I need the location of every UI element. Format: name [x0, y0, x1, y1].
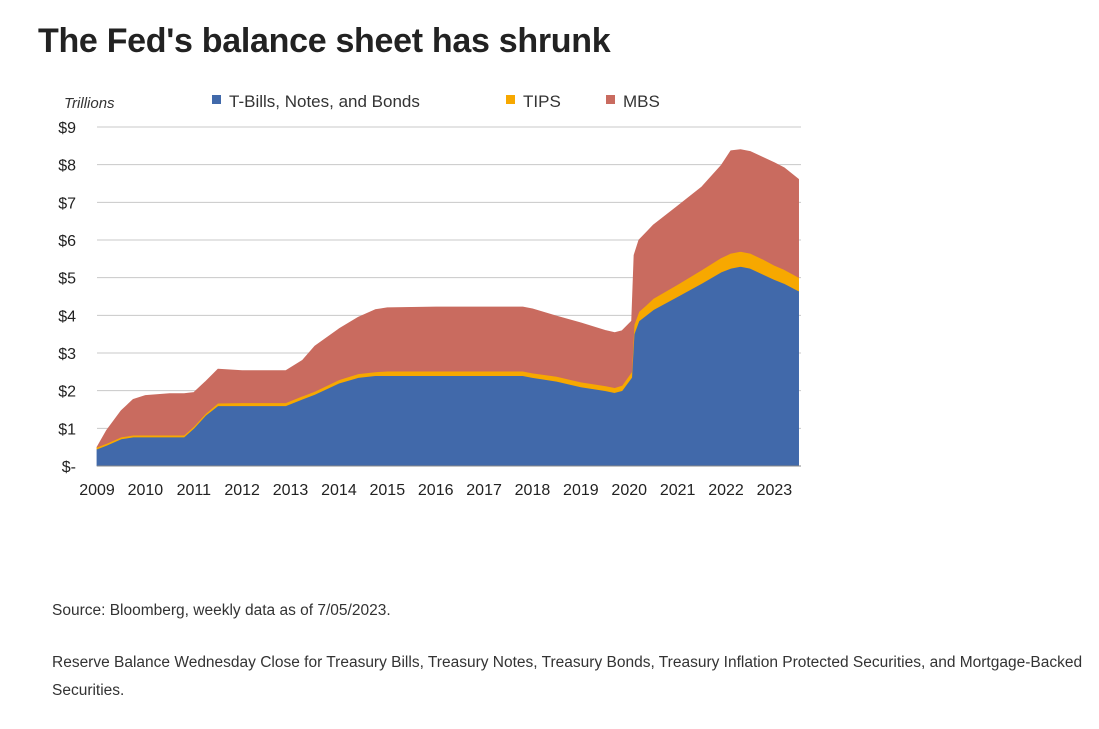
y-tick-label-5: $5	[58, 271, 76, 288]
legend-swatch-2	[606, 95, 615, 104]
balance-sheet-chart: $- $1 $2 $3 $4 $5 $6 $7 $8 $9 2009 2010 2011 2012 201…	[58, 92, 801, 499]
area-series-2	[96, 149, 799, 448]
x-tick-label-14: 2023	[757, 482, 793, 499]
y-tick-label-3: $3	[58, 346, 76, 363]
y-tick-label-9: $9	[58, 120, 76, 137]
x-tick-label-1: 2010	[128, 482, 164, 499]
x-tick-label-10: 2019	[563, 482, 599, 499]
stacked-areas	[96, 149, 801, 467]
x-tick-label-7: 2016	[418, 482, 454, 499]
x-tick-label-8: 2017	[466, 482, 502, 499]
legend-swatch-1	[506, 95, 515, 104]
x-tick-label-11: 2020	[611, 482, 647, 499]
legend: T-Bills, Notes, and Bonds TIPS MBS	[212, 92, 660, 111]
y-axis-unit-label: Trillions	[64, 95, 115, 112]
y-tick-label-2: $2	[58, 384, 76, 401]
x-tick-label-6: 2015	[370, 482, 406, 499]
x-tick-label-13: 2022	[708, 482, 744, 499]
x-tick-label-2: 2011	[177, 482, 212, 499]
legend-label-1: TIPS	[523, 92, 561, 111]
x-tick-label-3: 2012	[224, 482, 260, 499]
y-tick-label-7: $7	[58, 195, 76, 212]
chart-title: The Fed's balance sheet has shrunk	[38, 22, 611, 60]
x-tick-label-4: 2013	[273, 482, 309, 499]
y-tick-label-6: $6	[58, 233, 76, 250]
legend-label-0: T-Bills, Notes, and Bonds	[229, 92, 420, 111]
x-tick-label-9: 2018	[515, 482, 551, 499]
y-tick-label-1: $1	[58, 421, 76, 438]
y-tick-label-4: $4	[58, 308, 76, 325]
x-axis-ticks: 2009 2010 2011 2012 2013 2014 2015 2016 2017 2018…	[79, 482, 792, 499]
y-tick-label-8: $8	[58, 158, 76, 175]
y-tick-label-0: $-	[62, 459, 76, 476]
y-axis-ticks: $- $1 $2 $3 $4 $5 $6 $7 $8 $9	[58, 120, 76, 476]
x-tick-label-0: 2009	[79, 482, 115, 499]
legend-label-2: MBS	[623, 92, 660, 111]
legend-swatch-0	[212, 95, 221, 104]
x-tick-label-12: 2021	[660, 482, 696, 499]
description-note: Reserve Balance Wednesday Close for Trea…	[52, 654, 1083, 699]
source-note: Source: Bloomberg, weekly data as of 7/0…	[52, 602, 391, 619]
x-tick-label-5: 2014	[321, 482, 357, 499]
